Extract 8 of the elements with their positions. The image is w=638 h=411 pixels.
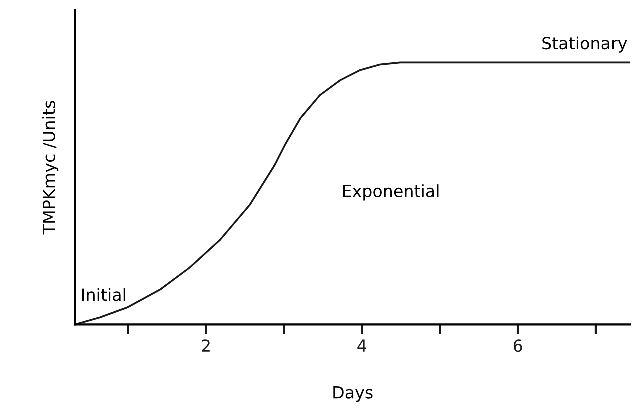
- x-tick-label: 4: [358, 340, 367, 352]
- x-tick-label: 6: [514, 340, 522, 352]
- x-tick-label: 2: [202, 340, 210, 352]
- annotation: Initial: [82, 288, 126, 302]
- text: Stationary: [542, 36, 628, 53]
- annotation: Exponential: [343, 184, 439, 201]
- x-axis-title: Days: [334, 386, 373, 402]
- y-axis-title: TMPKmyc /Units: [42, 101, 59, 235]
